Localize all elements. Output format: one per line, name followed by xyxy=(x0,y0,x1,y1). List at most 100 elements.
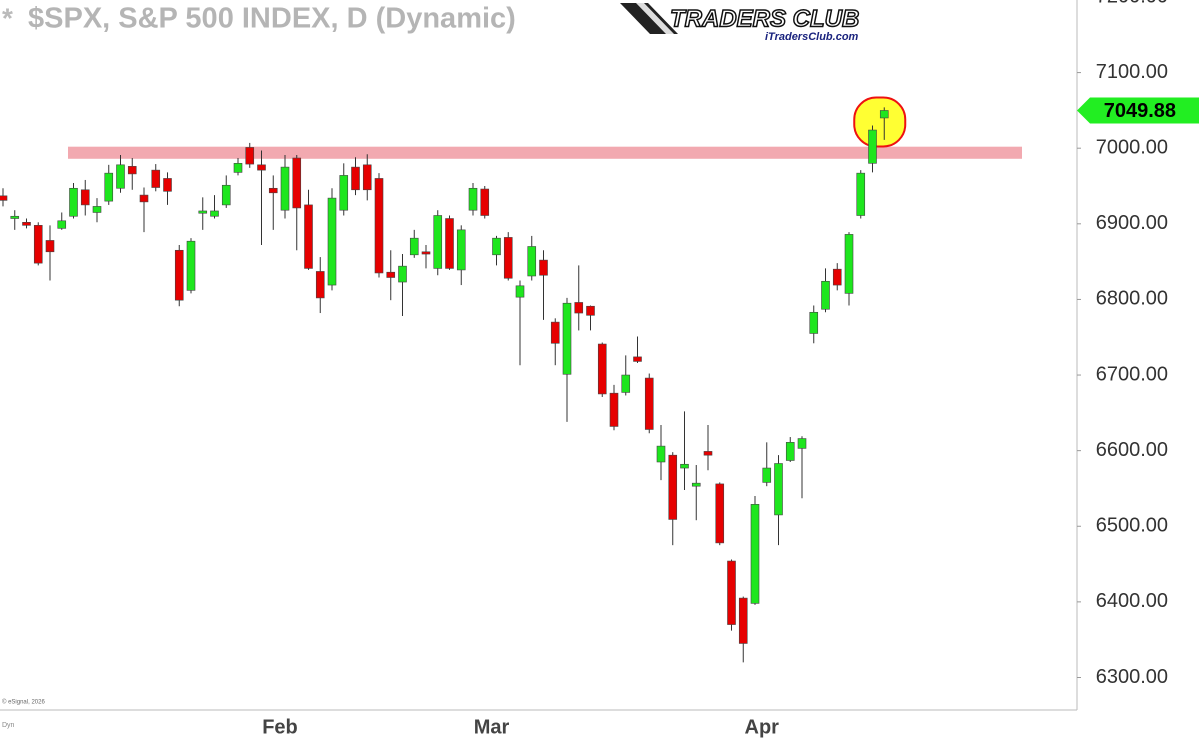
candle-body xyxy=(374,178,384,274)
candle-body xyxy=(821,280,830,310)
candle-body xyxy=(680,463,689,469)
y-tick-label: 6900.00 xyxy=(1096,212,1168,234)
candle-body xyxy=(362,164,372,191)
candle-body xyxy=(127,166,137,175)
candle-body xyxy=(33,225,43,264)
y-tick-label: 6300.00 xyxy=(1096,666,1168,688)
plot-area xyxy=(0,96,1022,663)
logo-name: TRADERS CLUB xyxy=(670,5,859,32)
candle-body xyxy=(80,189,90,206)
candle-body xyxy=(727,560,736,625)
candle-body xyxy=(750,504,760,604)
logo-url: iTradersClub.com xyxy=(765,31,859,43)
candle-body xyxy=(668,454,678,520)
candle-body xyxy=(10,215,20,219)
x-tick-label: Mar xyxy=(474,716,510,738)
candle-body xyxy=(597,343,607,395)
candle-body xyxy=(327,197,337,286)
x-tick-label: Feb xyxy=(262,716,298,738)
candle-body xyxy=(703,451,713,456)
candle-body xyxy=(292,157,302,209)
candle-body xyxy=(104,172,114,202)
marker: * xyxy=(2,2,13,33)
candle-body xyxy=(304,204,313,269)
candle-body xyxy=(386,271,396,278)
last-price-label: 7049.88 xyxy=(1104,100,1176,122)
candle-body xyxy=(468,187,478,211)
last-price-tag xyxy=(1077,97,1199,124)
candle-body xyxy=(550,321,560,344)
candle-body xyxy=(856,172,866,216)
candle-body xyxy=(351,166,360,191)
chart-title: $SPX, S&P 500 INDEX, D (Dynamic) xyxy=(28,3,516,35)
candle-body xyxy=(210,210,219,217)
y-tick-label: 6600.00 xyxy=(1096,439,1168,461)
candle-body xyxy=(785,442,795,461)
candle-body xyxy=(797,438,807,449)
candle-body xyxy=(163,178,172,192)
mode-label: Dyn xyxy=(2,722,15,729)
candle-body xyxy=(879,110,889,119)
candle-body xyxy=(527,246,537,277)
candle-body xyxy=(809,311,819,334)
y-tick-label: 7100.00 xyxy=(1096,61,1168,83)
logo: TRADERS CLUB iTradersClub.com xyxy=(620,3,860,43)
y-tick-label: 6500.00 xyxy=(1096,515,1168,537)
candle-body xyxy=(186,240,196,291)
y-tick-label: 6400.00 xyxy=(1096,590,1168,612)
candle-body xyxy=(0,195,8,201)
candle-body xyxy=(644,377,654,430)
candle-body xyxy=(280,166,290,211)
candle-body xyxy=(268,187,278,194)
candle-body xyxy=(409,237,419,256)
candle-body xyxy=(456,229,466,271)
candle-body xyxy=(586,305,595,316)
candle-body xyxy=(151,169,161,188)
candle-body xyxy=(738,597,748,644)
candle-body xyxy=(69,187,78,217)
copyright: © eSignal, 2026 xyxy=(2,699,45,706)
candle-body xyxy=(421,251,431,255)
candle-body xyxy=(832,268,842,286)
resistance-zone xyxy=(68,146,1022,159)
candle-body xyxy=(715,483,725,544)
candle-body xyxy=(656,445,666,463)
candle-body xyxy=(844,234,854,294)
candle-body xyxy=(116,164,125,189)
candle-body xyxy=(539,259,548,276)
highlight-circle xyxy=(853,96,907,148)
candle-body xyxy=(174,249,184,301)
y-tick-label: 6800.00 xyxy=(1096,288,1168,310)
candle-body xyxy=(22,222,31,226)
candle-body xyxy=(233,163,243,173)
y-tick-label: 6700.00 xyxy=(1096,363,1168,385)
y-tick-label: 7000.00 xyxy=(1096,136,1168,158)
logo-stripe xyxy=(636,3,674,34)
candle-body xyxy=(398,265,407,283)
y-tick-label: 7200.00 xyxy=(1096,0,1168,7)
candle-body xyxy=(221,184,231,206)
candle-body xyxy=(762,467,772,483)
candle-body xyxy=(480,188,490,216)
candle-body xyxy=(609,392,619,427)
candle-body xyxy=(45,240,55,253)
candle-body xyxy=(503,237,513,279)
candle-body xyxy=(621,374,631,393)
candle-body xyxy=(245,147,255,165)
candle-body xyxy=(633,356,642,362)
candle-body xyxy=(315,271,325,299)
candle-body xyxy=(574,302,584,314)
candle-body xyxy=(57,220,67,229)
candle-body xyxy=(257,164,266,171)
candle-body xyxy=(691,482,701,487)
candle-body xyxy=(445,218,454,269)
candle-body xyxy=(139,194,149,203)
candle-body xyxy=(433,215,443,269)
candle-body xyxy=(339,175,349,211)
candle-body xyxy=(774,463,783,516)
candle-body xyxy=(92,206,102,213)
candle-body xyxy=(198,210,208,214)
candle-body xyxy=(868,129,877,164)
x-tick-label: Apr xyxy=(745,716,780,738)
